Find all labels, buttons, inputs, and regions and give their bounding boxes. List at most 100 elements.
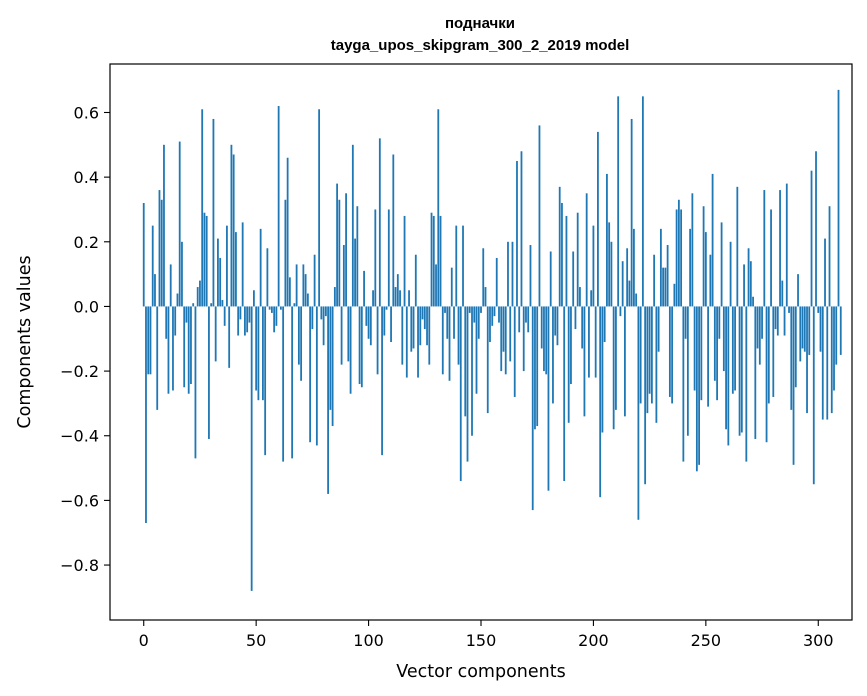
bar-35 (221, 299, 224, 307)
bar-66 (291, 306, 294, 459)
bar-99 (365, 306, 368, 326)
bar-248 (700, 306, 703, 401)
bar-25 (199, 280, 201, 307)
bar-55 (266, 248, 269, 307)
y-tick-label: −0.6 (60, 491, 99, 510)
bar-274 (758, 306, 761, 365)
bar-264 (736, 186, 739, 307)
bar-229 (657, 306, 660, 352)
bar-235 (671, 306, 674, 404)
bar-167 (518, 306, 521, 333)
bar-27 (203, 212, 206, 307)
bar-58 (273, 306, 276, 333)
bar-172 (529, 245, 532, 307)
bar-124 (421, 306, 424, 320)
plot-frame (109, 63, 853, 621)
bar-208 (610, 241, 613, 307)
bar-119 (410, 306, 413, 352)
bar-37 (226, 225, 228, 307)
bar-250 (704, 232, 707, 307)
bar-271 (752, 296, 754, 307)
bar-45 (244, 306, 246, 336)
bar-91 (347, 306, 350, 362)
bar-306 (830, 306, 833, 414)
bar-29 (208, 306, 210, 439)
bar-39 (230, 144, 233, 307)
bar-101 (369, 306, 372, 346)
y-tick-label: 0.4 (74, 168, 99, 187)
bar-67 (293, 303, 296, 307)
bar-49 (253, 290, 255, 307)
bar-30 (210, 303, 213, 307)
bar-231 (662, 267, 665, 307)
bar-203 (599, 306, 602, 498)
bar-310 (839, 306, 842, 355)
bar-78 (318, 109, 321, 307)
bar-152 (484, 287, 487, 307)
bar-263 (734, 306, 736, 391)
bar-80 (322, 306, 325, 346)
bar-275 (761, 306, 763, 339)
bar-268 (745, 306, 748, 462)
bar-192 (574, 306, 577, 330)
bar-239 (680, 209, 683, 307)
x-tick-label: 50 (246, 631, 266, 650)
bar-176 (538, 125, 541, 307)
bar-50 (255, 306, 258, 391)
bar-251 (707, 306, 709, 407)
bar-180 (547, 306, 550, 491)
bar-43 (239, 306, 242, 320)
bar-76 (313, 254, 316, 307)
bar-92 (349, 306, 352, 394)
bar-269 (747, 248, 750, 307)
x-axis-ticks: 0 50 100 150 200 250 300 (139, 620, 834, 650)
bar-89 (342, 245, 345, 307)
bar-291 (797, 274, 799, 307)
bar-54 (264, 306, 267, 456)
bar-280 (772, 306, 775, 397)
bar-141 (459, 306, 462, 481)
bar-122 (417, 306, 419, 378)
y-tick-label: −0.2 (60, 362, 99, 381)
bar-6 (156, 306, 159, 410)
bar-160 (502, 306, 505, 352)
bar-26 (201, 109, 204, 307)
bar-277 (765, 306, 768, 443)
bar-18 (183, 306, 186, 388)
bar-232 (664, 267, 667, 307)
bar-164 (511, 241, 514, 307)
bar-161 (504, 306, 507, 375)
bar-153 (486, 306, 489, 414)
bar-218 (633, 228, 635, 307)
bar-270 (749, 261, 752, 307)
bar-118 (408, 290, 410, 307)
bar-212 (619, 306, 622, 317)
bar-137 (450, 267, 453, 307)
bar-298 (812, 306, 815, 485)
bar-294 (803, 306, 806, 352)
bar-64 (286, 157, 289, 307)
bar-183 (554, 306, 557, 336)
bar-293 (801, 306, 804, 349)
bar-13 (172, 306, 174, 391)
chart-title: подначки (445, 15, 515, 32)
bar-84 (331, 306, 334, 427)
bar-120 (412, 306, 415, 349)
bar-201 (594, 306, 597, 378)
bar-204 (601, 306, 604, 433)
bar-286 (785, 183, 788, 307)
x-tick-label: 300 (803, 631, 834, 650)
bar-41 (235, 232, 237, 307)
bar-301 (819, 306, 822, 352)
y-tick-label: 0.2 (74, 233, 99, 252)
bar-228 (655, 306, 658, 423)
bar-220 (637, 306, 640, 520)
bar-300 (817, 306, 820, 313)
bar-114 (399, 290, 401, 307)
bar-12 (169, 264, 172, 307)
bar-82 (327, 306, 329, 494)
bar-157 (495, 257, 498, 307)
bar-267 (743, 264, 745, 307)
bar-95 (356, 206, 359, 307)
bar-147 (473, 306, 476, 323)
